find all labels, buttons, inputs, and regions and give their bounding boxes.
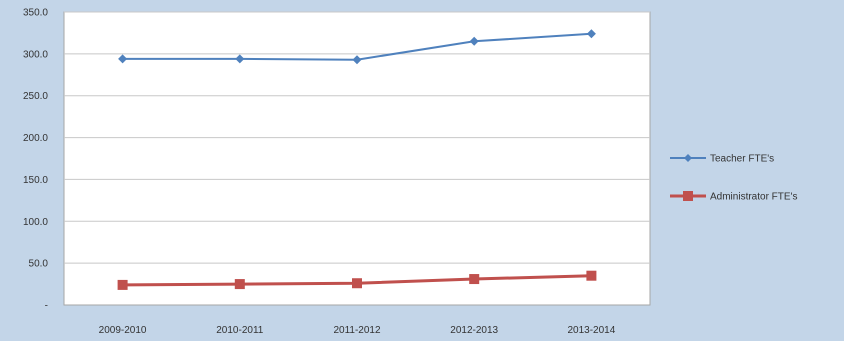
series-group xyxy=(117,29,597,290)
gridlines xyxy=(64,11,650,264)
y-axis-ticks: - 50.0 100.0 150.0 200.0 250.0 300.0 350.0 xyxy=(23,8,48,312)
y-tick-label: 300.0 xyxy=(23,49,48,60)
legend-marker xyxy=(683,191,693,201)
series-1 xyxy=(117,270,597,290)
x-tick-label: 2013-2014 xyxy=(567,325,615,336)
legend: Teacher FTE's Administrator FTE's xyxy=(670,154,797,203)
y-tick-label: 250.0 xyxy=(23,91,48,102)
y-tick-label: 150.0 xyxy=(23,175,48,186)
y-tick-label: 100.0 xyxy=(23,217,48,228)
y-tick-label: 350.0 xyxy=(23,8,48,19)
series-0 xyxy=(118,29,596,65)
legend-label: Administrator FTE's xyxy=(710,192,797,203)
data-point xyxy=(234,279,245,290)
data-point xyxy=(469,36,479,46)
x-tick-label: 2012-2013 xyxy=(450,325,498,336)
data-point xyxy=(586,29,596,39)
legend-item: Teacher FTE's xyxy=(670,154,774,165)
legend-marker xyxy=(684,154,692,162)
y-tick-label: 50.0 xyxy=(29,259,49,270)
data-point xyxy=(469,274,480,285)
y-tick-label: 200.0 xyxy=(23,133,48,144)
x-tick-label: 2011-2012 xyxy=(333,325,381,336)
y-tick-label: - xyxy=(45,301,48,312)
legend-label: Teacher FTE's xyxy=(710,154,774,165)
x-axis-ticks: 2009-2010 2010-2011 2011-2012 2012-2013 2013… xyxy=(99,325,616,336)
legend-item: Administrator FTE's xyxy=(670,191,797,203)
data-point xyxy=(352,55,362,65)
data-point xyxy=(586,270,597,281)
data-point xyxy=(118,54,128,64)
data-point xyxy=(235,54,245,64)
x-tick-label: 2009-2010 xyxy=(99,325,147,336)
x-tick-label: 2010-2011 xyxy=(216,325,264,336)
data-point xyxy=(117,279,128,290)
data-point xyxy=(352,278,362,289)
